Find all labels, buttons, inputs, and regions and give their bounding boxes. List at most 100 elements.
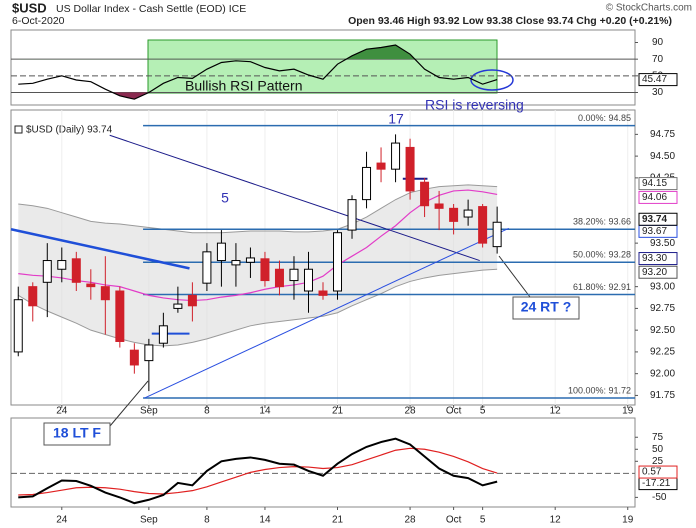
value-box	[638, 190, 678, 204]
value-box	[638, 73, 678, 87]
lower-signal-line	[18, 447, 498, 496]
trendline	[10, 227, 190, 270]
candle-body	[478, 206, 488, 244]
y-tick-label: 92.75	[650, 303, 675, 314]
value-label: 94.06	[642, 192, 667, 203]
annotation: RSI is reversing	[425, 97, 524, 113]
annotation: Bullish RSI Pattern	[185, 78, 303, 94]
lower-tick-label: -50	[652, 492, 667, 503]
x-tick-label: 8	[204, 406, 210, 417]
annotation: 18 LT F	[53, 425, 101, 441]
candle-body	[318, 290, 328, 296]
y-tick-label: 94.75	[650, 129, 675, 140]
candle-body	[216, 242, 226, 262]
copyright: © StockCharts.com	[606, 3, 692, 14]
rsi-tick-label: 70	[652, 54, 664, 65]
candle-body	[289, 268, 299, 282]
value-box	[638, 252, 678, 266]
lower-line	[18, 437, 498, 505]
candle-body	[333, 232, 343, 292]
rsi-line	[18, 44, 498, 100]
x-tick-label: 21	[332, 406, 344, 417]
annotation-box	[512, 296, 580, 320]
arrow-line	[109, 380, 149, 427]
candle-body	[71, 258, 81, 283]
fib-label: 38.20%: 93.66	[573, 217, 631, 227]
band-area	[18, 184, 498, 346]
lower-tick-label: 75	[652, 432, 664, 443]
value-label: 93.74	[642, 214, 667, 225]
candle-body	[405, 146, 415, 192]
candle-body	[187, 294, 197, 307]
rsi-overbought-fill	[346, 45, 415, 60]
annotation: 17	[388, 111, 404, 127]
x-tick-label: 19	[622, 515, 634, 526]
rsi-tick-label: 30	[652, 87, 664, 98]
x-tick-label: 5	[480, 406, 486, 417]
candle-body	[463, 209, 473, 218]
candle-body	[86, 283, 96, 288]
chart-date: 6-Oct-2020	[12, 15, 65, 27]
lower-panel	[10, 417, 636, 508]
annotation: 24 RT ?	[521, 299, 572, 315]
candle-body	[100, 286, 110, 301]
annotation-box	[43, 422, 111, 446]
y-tick-label: 92.00	[650, 368, 675, 379]
trendline	[109, 134, 480, 262]
candle-body	[303, 268, 313, 292]
y-tick-label: 93.00	[650, 281, 675, 292]
x-tick-label: 24	[56, 515, 68, 526]
x-tick-label: 12	[550, 406, 562, 417]
value-label: 94.15	[642, 178, 667, 189]
rsi-circle	[470, 69, 514, 91]
candle-body	[449, 207, 459, 222]
candle-body	[434, 203, 444, 209]
price-legend: $USD (Daily) 93.74	[26, 125, 113, 136]
x-tick-label: 28	[405, 406, 417, 417]
legend-icon	[14, 125, 23, 134]
candle-body	[57, 260, 67, 270]
candle-body	[129, 349, 139, 366]
x-tick-label: Sep	[140, 406, 158, 417]
x-tick-label: Sep	[140, 515, 158, 526]
candle-body	[492, 221, 502, 248]
candle-body	[202, 251, 212, 284]
y-tick-label: 92.25	[650, 347, 675, 358]
y-tick-label: 94.50	[650, 151, 675, 162]
fib-label: 50.00%: 93.28	[573, 250, 631, 260]
instrument-name: US Dollar Index - Cash Settle (EOD) ICE	[56, 3, 246, 15]
value-label: -17.21	[642, 478, 671, 489]
x-tick-label: Oct	[446, 515, 462, 526]
fib-label: 0.00%: 94.85	[578, 113, 631, 123]
x-tick-label: 5	[480, 515, 486, 526]
x-tick-label: 21	[332, 515, 344, 526]
lower-tick-label: 50	[652, 444, 664, 455]
symbol: $USD	[12, 0, 47, 15]
value-box	[638, 177, 678, 191]
candle-body	[231, 260, 241, 266]
value-box	[638, 212, 678, 226]
candle-body	[260, 258, 270, 282]
candle-body	[274, 268, 284, 288]
x-tick-label: 14	[259, 515, 271, 526]
rsi-oversold-fill	[18, 92, 498, 100]
candle-body	[362, 166, 372, 201]
x-tick-label: 24	[56, 406, 68, 417]
x-tick-label: 19	[622, 406, 634, 417]
value-box	[638, 265, 678, 279]
x-tick-label: 12	[550, 515, 562, 526]
x-tick-label: 28	[405, 515, 417, 526]
candle-body	[42, 260, 52, 283]
y-tick-label: 93.50	[650, 238, 675, 249]
candle-body	[420, 181, 430, 207]
value-label: 93.20	[642, 267, 667, 278]
lower-tick-label: 25	[652, 456, 664, 467]
candle-body	[158, 325, 168, 344]
trendline	[144, 227, 509, 399]
candle-body	[28, 286, 38, 307]
band-lower	[17, 268, 498, 347]
value-label: 93.30	[642, 253, 667, 264]
candle-body	[391, 142, 401, 170]
